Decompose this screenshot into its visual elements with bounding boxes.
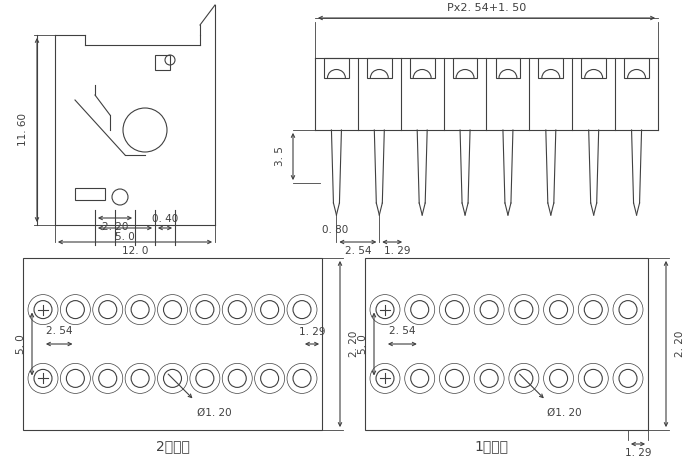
Bar <box>367 58 391 78</box>
Text: Ø1. 20: Ø1. 20 <box>197 407 232 418</box>
Text: 1. 29: 1. 29 <box>625 448 651 458</box>
Text: 2号脚位: 2号脚位 <box>155 439 189 453</box>
Bar <box>75 188 105 200</box>
Text: 11. 60: 11. 60 <box>18 113 28 146</box>
Text: 2. 20: 2. 20 <box>675 331 685 357</box>
Text: 0. 40: 0. 40 <box>152 214 178 224</box>
Bar <box>496 58 520 78</box>
Bar <box>155 55 170 70</box>
Text: Ø1. 20: Ø1. 20 <box>547 407 581 418</box>
Bar <box>409 58 434 78</box>
Bar <box>365 258 648 430</box>
Text: 0. 80: 0. 80 <box>322 225 348 235</box>
Text: 3. 5: 3. 5 <box>275 147 285 166</box>
Text: 1. 29: 1. 29 <box>384 246 410 256</box>
Text: 1. 29: 1. 29 <box>298 327 325 337</box>
Text: 1号脚位: 1号脚位 <box>475 439 509 453</box>
Bar <box>624 58 649 78</box>
Text: 2. 20: 2. 20 <box>102 222 128 232</box>
Bar <box>23 258 322 430</box>
Text: 2. 20: 2. 20 <box>349 331 359 357</box>
Text: 5. 0: 5. 0 <box>358 334 368 354</box>
Bar <box>324 58 349 78</box>
Text: 2. 54: 2. 54 <box>46 326 72 336</box>
Text: 5. 0: 5. 0 <box>16 334 26 354</box>
Bar <box>452 58 477 78</box>
Text: 12. 0: 12. 0 <box>122 246 149 256</box>
Text: 5. 0: 5. 0 <box>115 232 135 242</box>
Bar <box>539 58 564 78</box>
Text: 2. 54: 2. 54 <box>345 246 371 256</box>
Bar <box>582 58 606 78</box>
Text: 2. 54: 2. 54 <box>389 326 416 336</box>
Text: Px2. 54+1. 50: Px2. 54+1. 50 <box>447 3 526 13</box>
